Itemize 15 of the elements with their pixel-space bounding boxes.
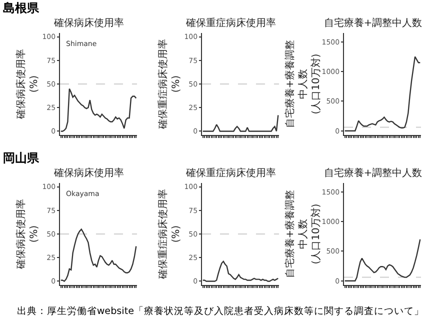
source-note: 出典：厚生労働省website「療養状況等及び入院患者受入病床数等に関する調査について」 xyxy=(16,305,424,318)
y-axis-title: 確保重症病床使用率(%) xyxy=(157,189,182,280)
chart-title: 確保重症病床使用率 xyxy=(185,166,277,180)
text: 岡山県 xyxy=(3,150,39,167)
y-axis-title: 確保病床使用率(%) xyxy=(15,49,40,120)
chart-title: 自宅療養+調整中人数 xyxy=(322,166,424,180)
y-axis-title: 自宅療養+療養調整中人数(人口10万対) xyxy=(284,190,322,278)
chart-title: 自宅療養+調整中人数 xyxy=(322,16,424,30)
chart-title: 確保病床使用率 xyxy=(53,16,125,30)
y-axis-title: 確保重症病床使用率(%) xyxy=(157,39,182,130)
text: 島根県 xyxy=(3,0,39,17)
chart-title: 確保重症病床使用率 xyxy=(185,16,277,30)
chart-title: 確保病床使用率 xyxy=(53,166,125,180)
y-axis-title: 確保病床使用率(%) xyxy=(15,199,40,270)
y-axis-title: 自宅療養+療養調整中人数(人口10万対) xyxy=(284,40,322,128)
